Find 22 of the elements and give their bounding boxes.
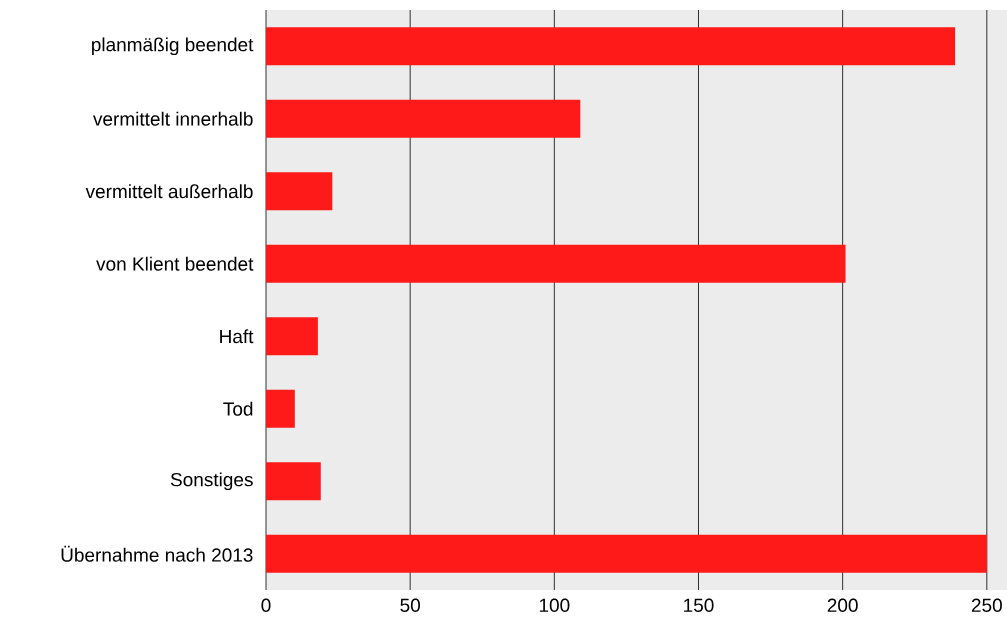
bar (266, 172, 333, 211)
x-tick-label: 100 (539, 598, 570, 612)
bar (266, 244, 846, 283)
x-tick-label: 250 (971, 598, 1002, 612)
bar (266, 27, 956, 66)
y-tick-label: vermittelt innerhalb (93, 111, 253, 126)
y-tick-label: vermittelt außerhalb (85, 184, 253, 199)
bar (266, 317, 318, 356)
bar (266, 462, 321, 501)
bar (266, 389, 295, 428)
y-tick-label: Haft (220, 329, 254, 344)
x-tick-label: 200 (827, 598, 858, 612)
y-tick-label: Tod (223, 401, 253, 416)
x-tick-label: 150 (684, 598, 714, 612)
y-tick-label: Sonstiges (170, 472, 253, 491)
y-tick-label: planmäßig beendet (92, 37, 254, 56)
x-tick-label: 0 (261, 598, 271, 612)
y-tick-label: Übernahme nach 2013 (61, 545, 253, 562)
bar (266, 99, 581, 138)
bar (266, 534, 987, 573)
x-tick-label: 50 (400, 598, 420, 612)
y-tick-label: von Klient beendet (96, 256, 254, 271)
